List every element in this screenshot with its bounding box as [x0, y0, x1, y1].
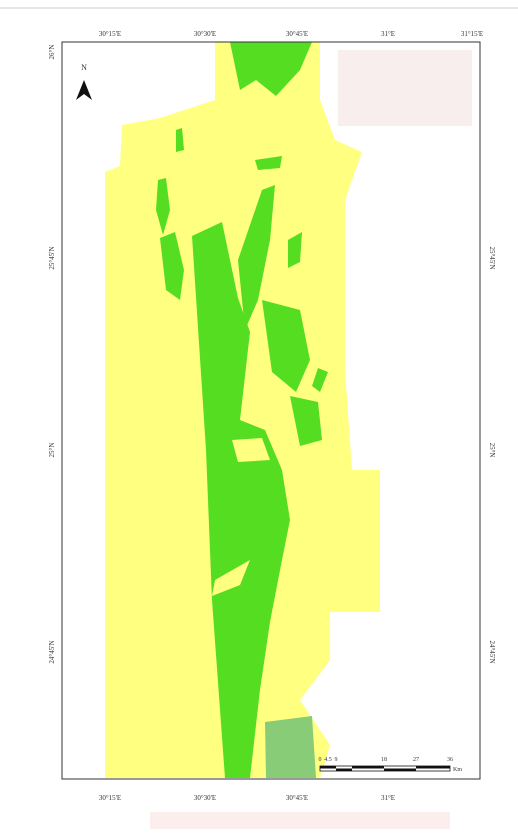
top-coordinate-label: 30°15'E — [99, 30, 121, 38]
left-coordinate-label: 25°45'N — [48, 246, 56, 269]
green-area — [290, 396, 322, 446]
right-coordinate-label: 24°45'N — [488, 640, 496, 663]
bottom-strip — [150, 812, 450, 829]
green-area — [262, 300, 310, 392]
left-coordinate-label: 25°N — [48, 443, 56, 458]
scale-segment — [416, 766, 450, 769]
scale-segment — [352, 766, 384, 769]
green-area — [192, 222, 290, 778]
top-coordinate-label: 30°45'E — [286, 30, 308, 38]
north-arrow: N — [76, 63, 92, 100]
gray-green-area — [265, 716, 316, 778]
green-area — [160, 232, 184, 300]
green-area — [238, 185, 275, 330]
north-arrow-shape — [76, 80, 92, 100]
yellow-inclusion — [212, 560, 250, 596]
green-area — [176, 128, 184, 152]
scale-label: 36 — [447, 757, 453, 763]
top-coordinate-label: 31°E — [381, 30, 395, 38]
yellow-inclusion — [232, 438, 270, 462]
left-coordinate-label: 26°N — [48, 45, 56, 60]
right-coordinate-label: 25°N — [488, 443, 496, 458]
scale-label: 4.5 — [324, 757, 332, 763]
yellow-area — [105, 42, 380, 778]
top-coordinate-label: 30°30'E — [194, 30, 216, 38]
scale-bar — [319, 765, 451, 772]
scale-segment — [336, 768, 352, 771]
land-cover — [105, 42, 380, 778]
green-area — [230, 42, 312, 96]
inset-box — [338, 50, 472, 126]
green-area — [288, 232, 302, 268]
scale-label: 0 — [319, 757, 322, 763]
top-coordinate-label: 31°15'E — [461, 30, 483, 38]
scale-label: 27 — [413, 757, 419, 763]
left-coordinate-label: 24°45'N — [48, 640, 56, 663]
green-area — [312, 368, 328, 392]
bottom-coordinate-label: 30°45'E — [286, 794, 308, 802]
map-frame — [61, 41, 481, 780]
right-coordinate-label: 25°45'N — [488, 246, 496, 269]
scale-label: 18 — [381, 757, 387, 763]
bottom-coordinate-label: 31°E — [381, 794, 395, 802]
green-area — [255, 156, 282, 170]
green-area — [156, 178, 170, 235]
scale-segment — [384, 768, 416, 771]
scale-segment — [320, 766, 336, 769]
scale-unit: Km — [453, 767, 462, 773]
bottom-coordinate-label: 30°15'E — [99, 794, 121, 802]
north-label: N — [81, 63, 87, 72]
scale-label: 9 — [335, 757, 338, 763]
bottom-coordinate-label: 30°30'E — [194, 794, 216, 802]
